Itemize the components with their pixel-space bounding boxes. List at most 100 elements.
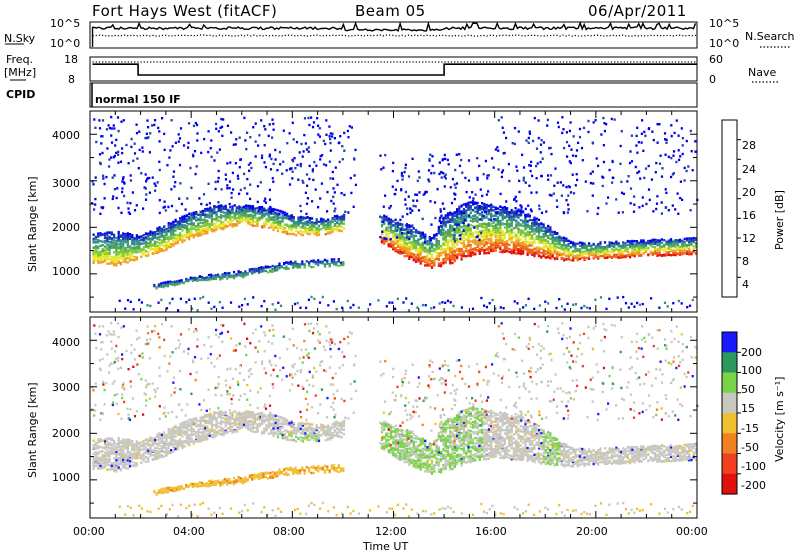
power-cell xyxy=(251,216,255,219)
power-cell xyxy=(669,249,673,253)
power-cell xyxy=(463,211,466,214)
power-cell xyxy=(124,249,127,252)
power-cell xyxy=(456,208,459,211)
power-cell xyxy=(465,230,468,233)
power-cell xyxy=(294,260,297,263)
power-cell xyxy=(97,254,100,257)
power-cell xyxy=(190,234,193,237)
power-cell xyxy=(295,229,298,233)
power-cell xyxy=(112,156,115,159)
velocity-cb-tick-m50: -50 xyxy=(741,441,759,454)
power-cell xyxy=(615,255,618,259)
power-cell xyxy=(667,253,670,256)
power-cell xyxy=(465,190,468,194)
power-cell xyxy=(210,273,213,276)
power-cell xyxy=(506,212,509,215)
power-cell xyxy=(119,234,122,237)
power-cell xyxy=(185,234,189,237)
power-cell xyxy=(315,220,318,223)
power-cell xyxy=(610,250,613,254)
beam-label: Beam 05 xyxy=(355,2,426,20)
power-cell xyxy=(220,188,223,191)
power-cell xyxy=(624,243,627,247)
power-cell xyxy=(260,266,263,269)
power-cell xyxy=(442,228,445,232)
power-cell xyxy=(560,248,563,251)
power-cell xyxy=(328,264,331,267)
power-cell xyxy=(440,248,443,251)
power-cell xyxy=(117,153,120,156)
power-cell xyxy=(658,162,662,165)
power-cell xyxy=(440,246,443,249)
power-cell xyxy=(279,216,282,219)
power-cell xyxy=(478,234,481,237)
power-cell xyxy=(301,218,305,221)
power-cell xyxy=(205,276,208,279)
power-cell xyxy=(401,236,404,240)
power-cell xyxy=(449,211,452,214)
power-cell xyxy=(94,241,97,244)
power-cell xyxy=(419,237,422,240)
power-cell xyxy=(503,216,506,220)
power-cell xyxy=(640,246,643,250)
power-cell xyxy=(189,278,192,281)
power-cell xyxy=(336,214,339,218)
power-cell xyxy=(535,177,538,180)
xlabel: Time UT xyxy=(363,540,409,553)
power-cell xyxy=(544,230,547,233)
power-cell xyxy=(235,219,239,222)
power-cell xyxy=(458,240,461,244)
power-cell xyxy=(188,234,191,237)
power-cell xyxy=(224,225,227,228)
power-cell xyxy=(583,250,586,253)
power-cell xyxy=(501,211,504,214)
power-cell xyxy=(663,243,666,247)
power-cell xyxy=(160,285,163,288)
power-cell xyxy=(437,242,440,246)
power-cell xyxy=(213,211,216,215)
power-cell xyxy=(611,181,614,184)
power-cell xyxy=(289,260,292,263)
power-cell xyxy=(493,218,496,221)
power-cell xyxy=(399,251,402,254)
power-cell xyxy=(228,275,231,279)
power-cell xyxy=(565,237,568,241)
power-cell xyxy=(195,212,198,215)
power-cell xyxy=(256,217,259,220)
power-cell xyxy=(210,212,214,215)
power-cell xyxy=(683,243,686,247)
power-cell xyxy=(149,237,152,240)
power-cell xyxy=(419,232,422,235)
power-cell xyxy=(263,225,266,229)
power-cell xyxy=(166,284,170,288)
power-cell xyxy=(267,220,270,223)
power-cell xyxy=(324,223,327,227)
power-cell xyxy=(283,216,286,220)
power-cell xyxy=(138,245,141,249)
power-cell xyxy=(220,214,223,217)
power-cell xyxy=(512,227,516,230)
power-cell xyxy=(533,229,536,232)
power-cell xyxy=(617,256,620,259)
power-cell xyxy=(607,196,610,199)
power-cell xyxy=(108,246,111,249)
power-cell xyxy=(576,258,579,262)
power-cell xyxy=(247,217,250,220)
nave-label: Nave xyxy=(748,66,777,79)
power-cell xyxy=(578,127,582,131)
power-cell xyxy=(235,222,239,225)
power-cell xyxy=(185,219,189,222)
power-cell xyxy=(528,225,531,228)
power-cell xyxy=(273,268,277,271)
power-cell xyxy=(119,245,122,248)
power-cell xyxy=(133,241,136,244)
power-cell xyxy=(390,225,393,229)
power-cell xyxy=(695,237,698,241)
power-cell xyxy=(215,218,218,221)
power-cell xyxy=(415,249,418,252)
power-cell xyxy=(537,218,541,222)
power-cell xyxy=(462,224,465,228)
power-cell xyxy=(315,226,318,230)
power-cell xyxy=(515,239,518,243)
power-cell xyxy=(440,232,443,236)
